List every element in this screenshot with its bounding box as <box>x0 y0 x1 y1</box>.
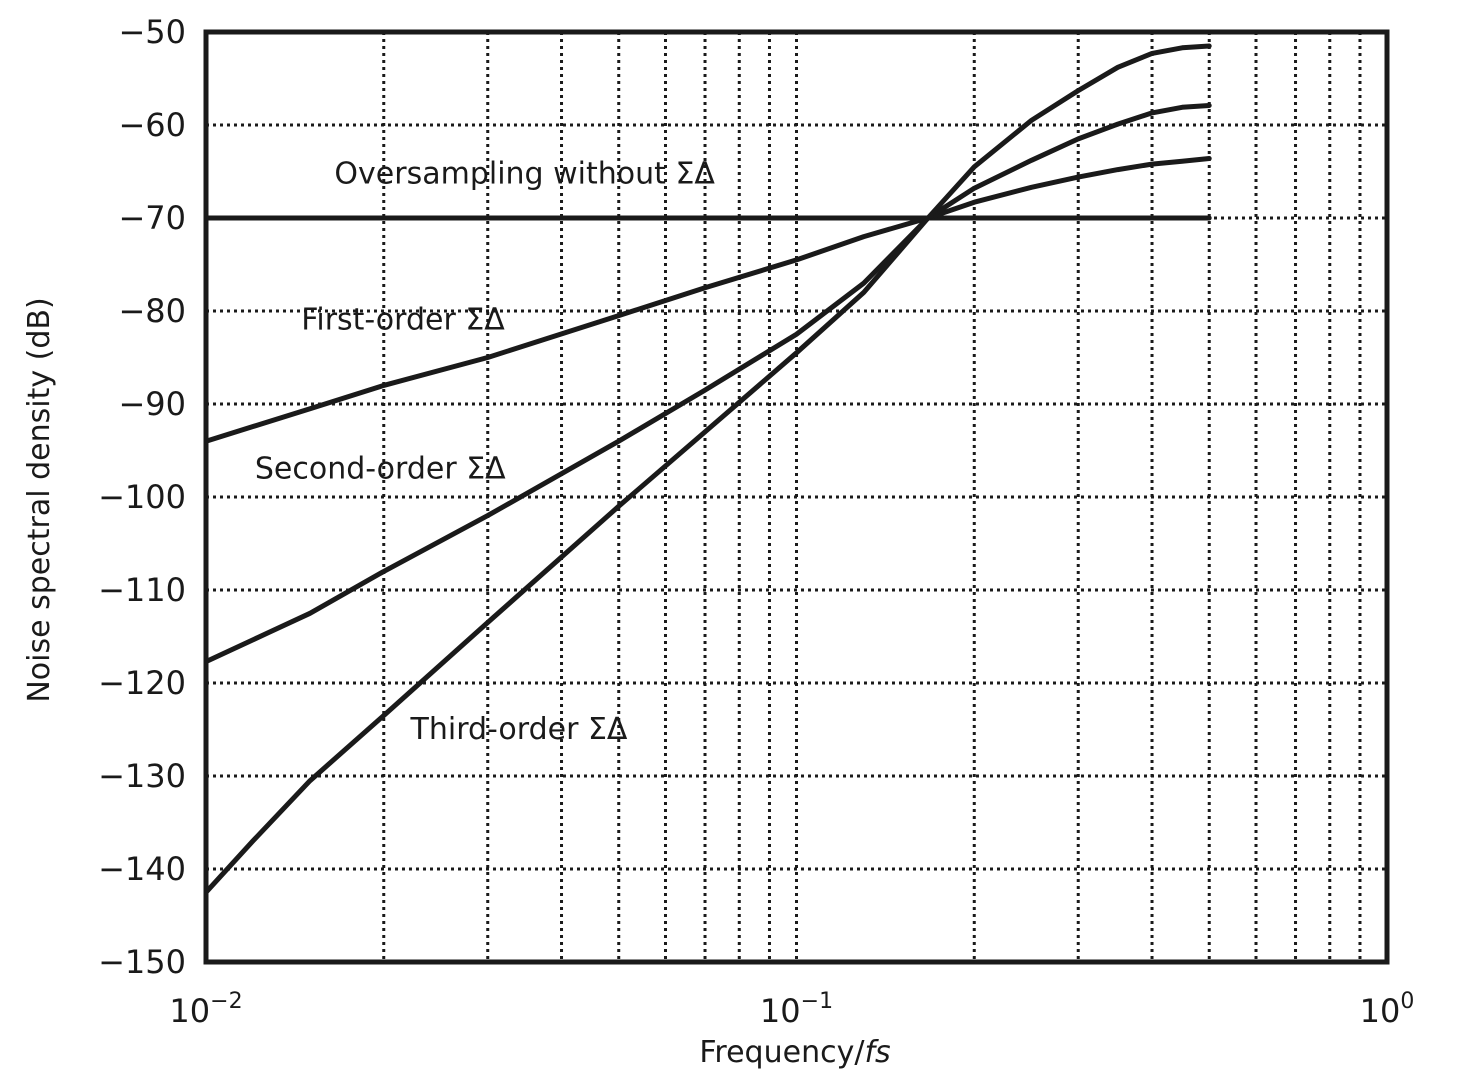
x-tick-base: 10 <box>760 992 801 1030</box>
series-label-3: Second-order ΣΔ <box>255 451 506 486</box>
series-line-3 <box>203 103 1212 665</box>
y-tick-label: −110 <box>98 571 186 609</box>
x-tick-exponent: −2 <box>210 989 242 1014</box>
y-tick-label: −70 <box>118 199 186 237</box>
x-tick-base: 10 <box>1360 992 1401 1030</box>
y-tick-label: −150 <box>98 943 186 981</box>
x-tick-exponent: 0 <box>1400 989 1414 1014</box>
annotations: Oversampling without ΣΔ First-order ΣΔ Sec… <box>255 157 716 747</box>
x-tick-label: 10−2 <box>169 989 242 1030</box>
series-line-2 <box>203 156 1212 444</box>
series-line-4 <box>203 43 1212 895</box>
series-label-1: Oversampling without ΣΔ <box>334 157 715 192</box>
x-tick-base: 10 <box>169 992 210 1030</box>
x-tick-labels: 10−2 10−1 100 <box>169 989 1414 1030</box>
y-tick-label: −100 <box>98 478 186 516</box>
y-tick-label: −130 <box>98 757 186 795</box>
x-axis-title-italic: fs <box>864 1035 890 1070</box>
x-tick-label: 100 <box>1360 989 1415 1030</box>
y-tick-label: −90 <box>118 385 186 423</box>
y-axis-title: Noise spectral density (dB) <box>22 297 57 702</box>
y-tick-label: −60 <box>118 106 186 144</box>
plot-frame <box>203 29 1390 965</box>
series-group <box>203 43 1212 895</box>
series-label-2: First-order ΣΔ <box>301 303 505 338</box>
y-tick-label: −120 <box>98 664 186 702</box>
y-tick-label: −50 <box>118 13 186 51</box>
y-tick-labels: −50 −60 −70 −80 −90 −100 −110 −120 −130 −140 −150 <box>98 13 186 981</box>
y-tick-label: −140 <box>98 850 186 888</box>
x-axis-title-main: Frequency/ <box>699 1035 865 1070</box>
series-label-4: Third-order ΣΔ <box>410 712 628 747</box>
x-axis-title: Frequency/fs <box>699 1035 890 1070</box>
x-tick-exponent: −1 <box>801 989 833 1014</box>
x-tick-label: 10−1 <box>760 989 833 1030</box>
y-tick-label: −80 <box>118 292 186 330</box>
